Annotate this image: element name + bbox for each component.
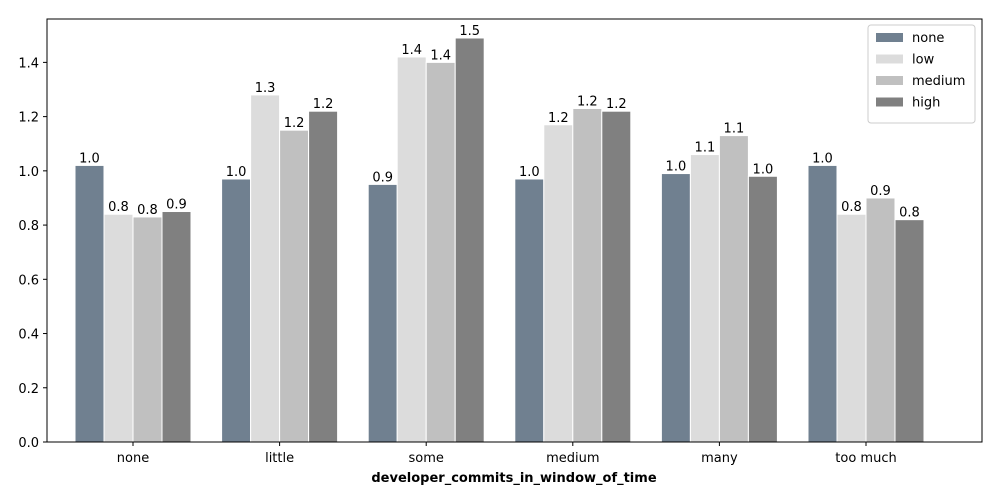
data-label: 1.2 [606,97,627,112]
bar-low-too-much [836,213,867,443]
bar-none-many [660,173,691,443]
legend-swatch-medium [876,76,903,85]
x-tick-label: medium [546,451,599,466]
bar-medium-medium [572,107,603,443]
y-tick-label: 0.4 [18,328,39,343]
data-label: 1.0 [519,165,540,180]
data-label: 0.8 [899,206,920,221]
bar-low-some [396,56,427,443]
bar-high-little [308,110,339,443]
bar-none-some [367,183,398,443]
data-label: 0.9 [870,184,891,199]
bar-medium-many [718,135,749,443]
x-tick-label: some [409,451,444,466]
legend: none low medium high [867,24,976,124]
bar-none-too-much [807,164,838,443]
data-label: 1.0 [812,151,833,166]
bars-layer [74,37,925,443]
y-tick-label: 1.0 [18,165,39,180]
y-tick-label: 1.2 [18,111,39,126]
bar-high-medium [601,110,632,443]
data-label: 1.4 [401,43,422,58]
y-axis: 0.0 0.2 0.4 0.6 0.8 1.0 1.2 1.4 [18,56,47,451]
data-label: 1.2 [577,94,598,109]
x-axis: none little some medium many too much [117,442,897,466]
data-label: 1.0 [79,151,100,166]
data-label: 1.4 [430,48,451,63]
bar-medium-little [279,129,310,443]
legend-swatch-high [876,97,903,107]
x-tick-label: little [265,451,294,466]
y-tick-label: 0.6 [18,273,39,288]
bar-none-none [74,164,105,443]
bar-medium-too-much [865,197,896,443]
legend-label-medium: medium [912,74,965,89]
legend-swatch-low [876,54,903,64]
bar-none-medium [514,178,545,443]
data-labels-layer: 1.0 1.0 0.9 1.0 1.0 1.0 0.8 1.3 1.4 1.2 1.1 0.8 0.8 1… [79,24,920,221]
legend-label-low: low [912,53,935,68]
y-tick-label: 0.0 [18,436,39,451]
data-label: 0.8 [108,200,129,215]
data-label: 1.0 [666,160,687,175]
x-tick-label: none [117,451,149,466]
bar-low-medium [543,124,574,443]
data-label: 1.0 [753,162,774,177]
bar-low-none [103,213,134,443]
bar-low-many [689,154,720,443]
bar-medium-some [425,61,456,443]
data-label: 0.9 [372,170,393,185]
x-tick-label: too much [835,451,896,466]
data-label: 1.1 [695,141,716,156]
bar-low-little [250,94,281,443]
data-label: 1.2 [313,97,334,112]
data-label: 0.8 [841,200,862,215]
bar-high-too-much [894,219,925,443]
data-label: 0.8 [137,203,158,218]
data-label: 1.5 [459,24,480,39]
legend-swatch-none [876,33,903,42]
bar-high-none [161,211,192,443]
data-label: 1.3 [255,81,276,96]
data-label: 1.0 [226,165,247,180]
x-tick-label: many [701,451,738,466]
y-tick-label: 0.2 [18,382,39,397]
y-tick-label: 1.4 [18,56,39,71]
data-label: 1.2 [284,116,305,131]
bar-medium-none [132,216,163,443]
data-label: 1.2 [548,111,569,126]
bar-none-little [221,178,252,443]
bar-high-many [747,175,778,443]
data-label: 1.1 [724,122,745,137]
bar-high-some [454,37,485,443]
x-axis-title: developer_commits_in_window_of_time [371,471,656,486]
y-tick-label: 0.8 [18,219,39,234]
data-label: 0.9 [166,198,187,213]
plot-frame [46,18,983,443]
legend-label-none: none [912,31,944,46]
legend-label-high: high [912,96,940,111]
